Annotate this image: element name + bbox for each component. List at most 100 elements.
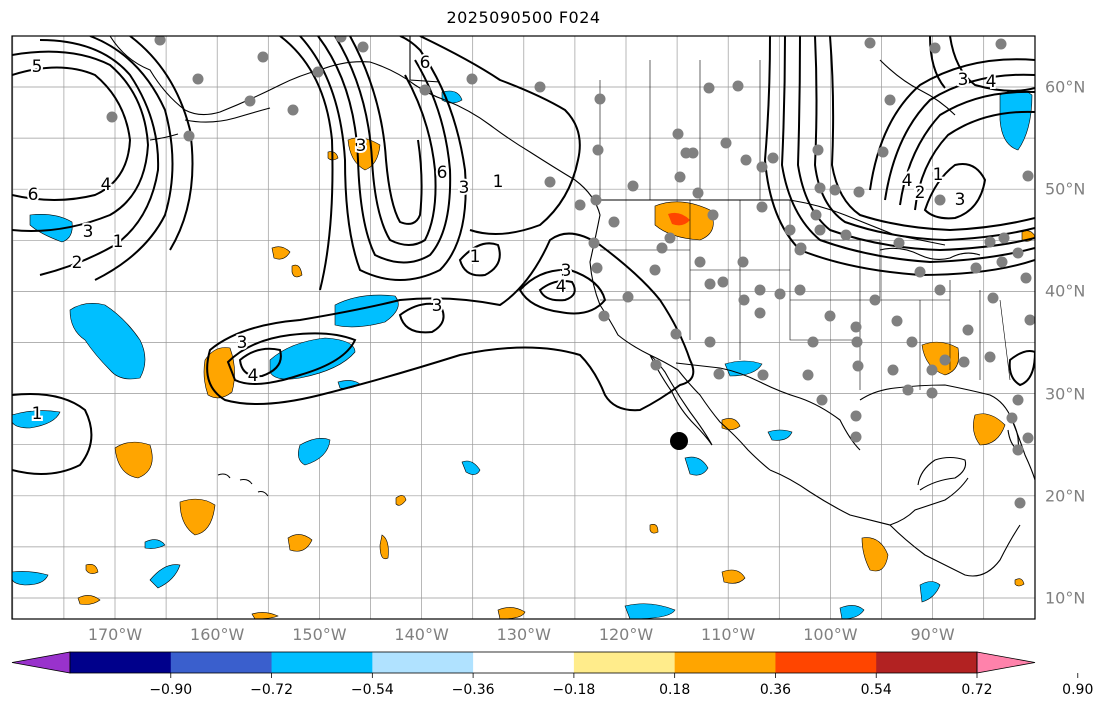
contour-label: 3 [356,136,367,156]
station-point [592,144,604,156]
station-point [996,256,1008,268]
station-point [756,161,768,173]
negative-area [724,360,763,377]
contour-label: 1 [470,247,481,267]
station-point [794,244,806,256]
contour-label: 6 [420,53,431,73]
contour-label: 5 [32,57,43,77]
negative-area [12,571,49,586]
station-point [1024,314,1035,326]
contour-label: 1 [933,165,944,185]
contour [12,50,150,232]
colorbar-tick-label: 0.90 [1062,682,1094,698]
station-point [622,291,634,303]
positive-area [861,537,889,572]
colorbar-tick-label: −0.90 [149,682,193,698]
station-point [810,209,822,221]
station-point [840,229,852,241]
station-point [106,111,118,123]
station-point [824,310,836,322]
contour [949,36,1035,92]
contour [398,302,445,334]
station-point [588,237,600,249]
station-point [1012,394,1024,406]
station-point [608,216,620,228]
station-point [737,256,749,268]
contour-label: 4 [556,277,567,297]
positive-area [973,413,1006,446]
station-point [906,336,918,348]
colorbar-tick-label: 0.54 [860,682,892,698]
positive-area [291,264,303,278]
colorbar-tick-label: −0.72 [250,682,293,698]
contour [899,90,1035,206]
hawaii-islands [217,473,269,497]
contour-lines [12,36,1035,475]
contour [419,36,581,235]
longitude-label: 130°W [496,625,551,644]
latitude-label: 60°N [1045,77,1086,97]
station-point [707,209,719,221]
station-point [650,359,662,371]
contour [349,36,423,225]
station-point [357,41,369,53]
positive-area [114,441,153,479]
contour-label: 3 [459,178,470,198]
contour-label: 3 [561,261,572,281]
station-point [738,294,750,306]
alaska-canada-border [409,36,441,83]
state-boundaries [599,60,1011,390]
contour [458,242,501,277]
latitude-label: 30°N [1045,384,1086,404]
station-point [998,232,1010,244]
latitude-label: 20°N [1045,486,1086,506]
station-point [984,236,996,248]
station-point [590,194,602,206]
station-point [154,36,166,46]
yucatan [917,456,967,491]
contour [923,163,987,220]
negative-area [144,539,166,549]
longitude-label: 110°W [701,625,756,644]
contour-label: 1 [32,404,43,424]
gulf-coast [859,384,1035,481]
station-point [962,324,974,336]
alaska-coast [109,36,446,116]
contour-label: 3 [237,333,248,353]
positive-area [77,595,101,605]
station-point [692,187,704,199]
station-point [419,84,431,96]
station-point [1014,497,1026,509]
station-point [656,242,668,254]
station-point [591,262,603,274]
station-point [934,194,946,206]
station-point [257,51,269,63]
contour-label: 1 [113,232,124,252]
hudson-bay-shore [879,59,956,116]
contour [238,347,282,378]
station-point [891,315,903,327]
station-point [244,95,256,107]
station-point [694,256,706,268]
station-point [335,36,347,43]
station-markers [106,36,1035,509]
contour [206,232,695,412]
station-point [466,73,478,85]
station-point [902,384,914,396]
contour-label: 3 [958,70,969,90]
station-point [287,104,299,116]
station-point [756,201,768,213]
contour-label: 6 [28,185,39,205]
station-point [794,284,806,296]
station-point [680,147,692,159]
station-point [649,264,661,276]
contour-label: 6 [437,163,448,183]
longitude-label: 120°W [598,625,654,644]
station-point [864,37,876,49]
longitude-label: 140°W [394,625,449,644]
contour [780,36,1035,264]
positive-area [721,418,741,430]
station-point [703,82,715,94]
